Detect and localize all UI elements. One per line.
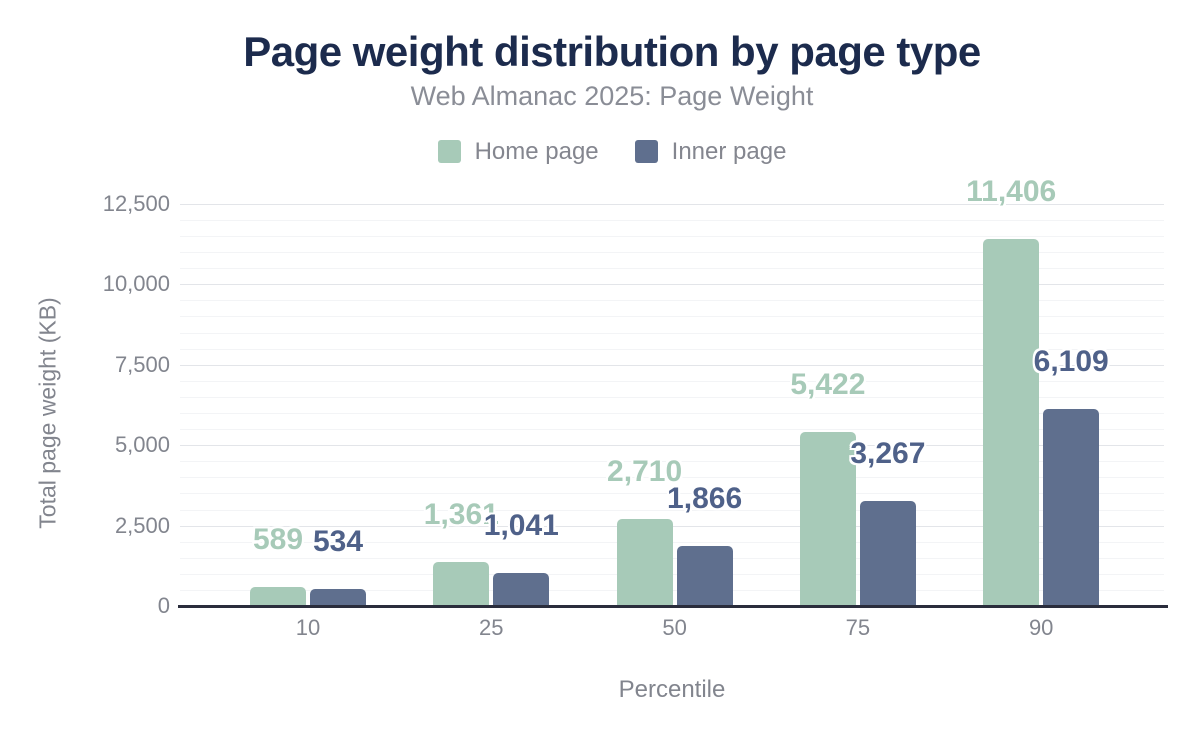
gridline-minor [180, 429, 1164, 430]
gridline-minor [180, 348, 1164, 350]
y-tick-label: 10,000 [102, 271, 170, 297]
bar-value-label-inner-page: 3,267 [850, 436, 926, 470]
bar-home-page[interactable] [799, 431, 856, 606]
bar-value-label-home-page: 5,422 [790, 367, 866, 401]
bar-value-label-inner-page: 1,041 [483, 508, 559, 542]
gridline-major [180, 445, 1164, 447]
gridline-minor [180, 493, 1164, 495]
x-tick-label: 10 [295, 615, 321, 640]
x-axis-line [178, 605, 1168, 608]
y-tick-label: 7,500 [114, 351, 170, 377]
x-tick-label: 90 [1028, 615, 1054, 640]
bar-value-label-inner-page: 1,866 [667, 482, 743, 515]
gridline-minor [180, 236, 1164, 237]
bar-value-label-home-page: 2,710 [607, 454, 683, 488]
gridline-minor [180, 332, 1164, 334]
bar-home-page[interactable] [433, 562, 490, 606]
x-tick-label: 50 [662, 615, 687, 640]
bar-inner-page[interactable] [676, 546, 733, 606]
bar-home-page[interactable] [616, 518, 673, 606]
gridline-minor [180, 461, 1164, 463]
bar-inner-page[interactable] [310, 588, 366, 606]
chart-header: Page weight distribution by page type We… [0, 0, 1200, 112]
y-tick-label: 0 [157, 593, 170, 618]
x-tick-label: 75 [845, 615, 871, 640]
bar-home-page[interactable] [250, 587, 306, 606]
gridline-minor [180, 219, 1164, 221]
gridline-minor [180, 477, 1164, 479]
bar-inner-page[interactable] [493, 572, 550, 606]
bar-inner-page[interactable] [859, 500, 916, 606]
legend: Home page Inner page [12, 138, 1200, 165]
gridline-major [180, 203, 1164, 205]
y-tick-label: 12,500 [102, 190, 170, 216]
bar-value-label-inner-page: 534 [312, 524, 364, 558]
gridline-major [180, 364, 1164, 366]
x-tick-label: 25 [479, 615, 504, 640]
bar-inner-page[interactable] [1043, 409, 1100, 606]
y-tick-label: 2,500 [114, 512, 170, 538]
bar-value-label-home-page: 589 [252, 523, 304, 556]
gridline-minor [180, 252, 1164, 254]
legend-item-home-page[interactable]: Home page [437, 138, 599, 165]
gridline-minor [180, 268, 1164, 270]
bar-value-label-home-page: 11,406 [966, 175, 1057, 208]
gridline-minor [180, 396, 1164, 398]
bar-value-label-home-page: 1,361 [423, 498, 499, 532]
y-tick-label: 5,000 [114, 432, 170, 458]
gridline-minor [180, 412, 1164, 414]
legend-item-inner-page[interactable]: Inner page [634, 138, 787, 165]
y-axis-title: Total page weight (KB) [34, 297, 61, 529]
chart-title: Page weight distribution by page type [243, 28, 981, 75]
bar-home-page[interactable] [983, 239, 1040, 606]
legend-label-inner-page: Inner page [671, 138, 787, 165]
gridline-major [180, 284, 1164, 286]
gridline-minor [180, 300, 1164, 302]
gridline-minor [180, 509, 1164, 511]
legend-swatch-home-page [437, 140, 461, 163]
legend-swatch-inner-page [634, 140, 658, 163]
legend-label-home-page: Home page [474, 138, 599, 165]
chart-subtitle: Web Almanac 2025: Page Weight [410, 81, 814, 112]
bar-value-label-inner-page: 6,109 [1033, 345, 1109, 379]
x-axis-title: Percentile [618, 676, 726, 703]
gridline-minor [180, 316, 1164, 318]
gridline-minor [180, 380, 1164, 382]
